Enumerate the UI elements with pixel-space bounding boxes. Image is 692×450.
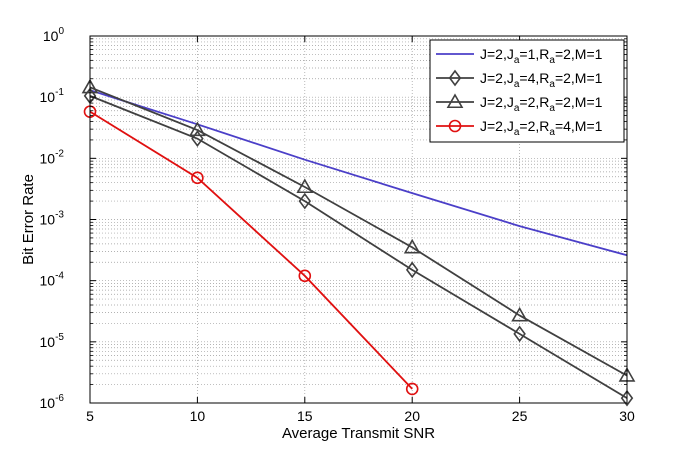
- legend-item: J=2,Ja=2,Ra=4,M=1: [436, 118, 603, 138]
- y-tick-label: 100: [43, 26, 65, 44]
- series-4: [83, 105, 419, 396]
- series-line: [89, 86, 628, 377]
- y-tick-exponent: -1: [55, 87, 64, 98]
- y-tick-exponent: -3: [55, 210, 64, 221]
- y-tick-label: 10-2: [40, 148, 65, 166]
- triangle-marker: [189, 121, 206, 137]
- diamond-marker: [620, 389, 634, 407]
- legend-item: J=2,Ja=1,Ra=2,M=1: [436, 46, 603, 66]
- circle-marker: [448, 119, 462, 133]
- diamond-marker: [405, 261, 419, 279]
- triangle-marker: [446, 93, 464, 109]
- legend-label: J=2,Ja=1,Ra=2,M=1: [480, 46, 603, 66]
- y-tick-label: 10-4: [40, 271, 65, 289]
- y-tick-exponent: -2: [55, 148, 64, 159]
- y-tick-exponent: -4: [55, 271, 64, 282]
- legend: J=2,Ja=1,Ra=2,M=1 J=2,Ja=4,Ra=2,M=1 J=2,Ja…: [429, 39, 625, 143]
- series-layer: [81, 78, 636, 407]
- ticks: 5 10 15 20 25 30 100 10-1 10-2 10-3 10-4 10-5 10-6: [40, 26, 635, 424]
- legend-label: J=2,Ja=2,Ra=4,M=1: [480, 118, 603, 138]
- circle-marker: [191, 171, 204, 185]
- legend-item: J=2,Ja=2,Ra=2,M=1: [436, 93, 603, 114]
- legend-box: [429, 39, 625, 143]
- series-line: [89, 110, 413, 390]
- y-tick-exponent: 0: [58, 26, 64, 37]
- diamond-marker: [191, 130, 204, 147]
- x-tick-label: 25: [512, 408, 528, 424]
- x-tick-label: 15: [297, 408, 313, 424]
- series-line: [89, 89, 628, 257]
- diamond-marker: [298, 192, 312, 210]
- series-1: [89, 89, 628, 257]
- triangle-marker: [511, 306, 528, 322]
- y-tick-exponent: -6: [55, 393, 64, 404]
- legend-item: J=2,Ja=4,Ra=2,M=1: [436, 69, 603, 90]
- x-tick-label: 10: [190, 408, 206, 424]
- diamond-marker: [513, 325, 526, 343]
- series-line: [89, 95, 628, 399]
- y-tick-label: 10-6: [40, 393, 65, 411]
- x-tick-label: 30: [619, 408, 635, 424]
- x-tick-label: 5: [86, 408, 94, 424]
- legend-label: J=2,Ja=2,Ra=2,M=1: [480, 94, 603, 114]
- triangle-marker: [296, 178, 314, 194]
- circle-marker: [405, 382, 419, 396]
- y-tick-exponent: -5: [55, 332, 64, 343]
- y-axis-label: Bit Error Rate: [20, 174, 37, 265]
- legend-label: J=2,Ja=4,Ra=2,M=1: [480, 70, 603, 90]
- circle-marker: [298, 269, 312, 283]
- diamond-marker: [448, 69, 462, 87]
- triangle-marker: [403, 238, 421, 254]
- y-tick-label: 10-5: [40, 332, 65, 350]
- y-tick-label: 10-3: [40, 210, 65, 228]
- x-axis-label: Average Transmit SNR: [282, 425, 435, 442]
- x-tick-label: 20: [404, 408, 420, 424]
- y-tick-label: 10-1: [40, 87, 65, 105]
